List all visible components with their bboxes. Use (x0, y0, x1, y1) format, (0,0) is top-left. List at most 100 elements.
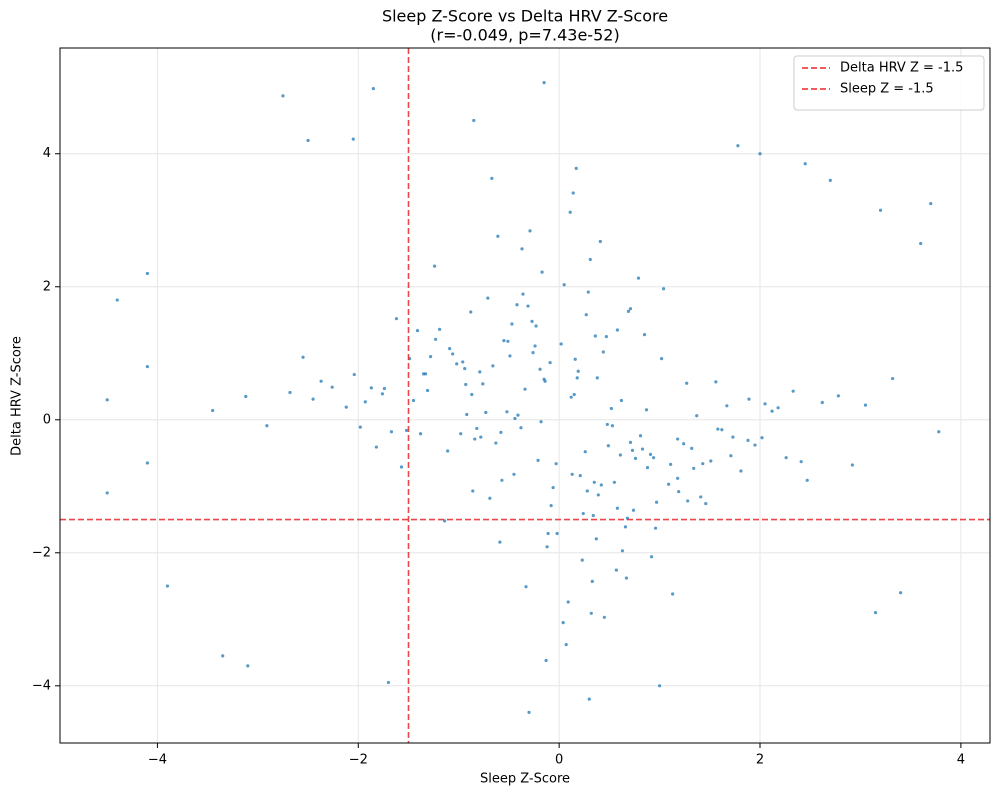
point (536, 458, 540, 462)
point (604, 335, 608, 339)
point (382, 386, 386, 391)
point (609, 406, 613, 411)
point (211, 408, 215, 413)
point (770, 409, 774, 413)
point (479, 435, 483, 439)
point (459, 432, 463, 436)
point (899, 591, 903, 595)
point (496, 234, 500, 238)
point (165, 584, 170, 588)
point (471, 489, 475, 493)
point (588, 257, 592, 262)
point (561, 621, 565, 625)
point (549, 503, 553, 508)
point (677, 490, 681, 494)
point (526, 304, 530, 308)
x-tick-label: −2 (349, 753, 368, 768)
point (564, 642, 568, 647)
point (828, 178, 832, 182)
point (590, 579, 594, 583)
point (538, 367, 542, 371)
point (628, 307, 633, 311)
point (344, 405, 348, 409)
legend-label: Delta HRV Z = -1.5 (840, 61, 963, 76)
point (145, 271, 149, 276)
legend-box (793, 55, 985, 111)
point (446, 449, 450, 453)
point (572, 392, 576, 397)
point (265, 424, 269, 428)
point (615, 506, 619, 510)
x-tick-label: 0 (555, 753, 563, 768)
point (562, 283, 566, 287)
point (473, 437, 477, 441)
point (692, 466, 696, 470)
point (731, 435, 735, 439)
point (411, 398, 416, 403)
point (591, 513, 595, 518)
point (575, 376, 579, 380)
point (606, 444, 610, 448)
point (628, 440, 633, 444)
point (791, 389, 795, 393)
point (478, 370, 482, 374)
point (539, 420, 543, 424)
point (415, 329, 420, 333)
point (570, 472, 574, 476)
point (351, 137, 355, 141)
point (451, 352, 455, 356)
point (105, 491, 109, 495)
point (469, 310, 473, 314)
point (374, 445, 378, 449)
point (595, 376, 599, 380)
point (369, 386, 373, 390)
y-axis-label: Delta HRV Z-Score (10, 336, 25, 456)
point (521, 292, 525, 296)
point (605, 422, 609, 427)
point (626, 309, 631, 313)
point (714, 380, 718, 384)
point (500, 478, 504, 482)
point (559, 342, 563, 346)
point (602, 615, 606, 619)
point (548, 360, 552, 365)
point (428, 354, 433, 359)
point (438, 327, 442, 331)
point (645, 466, 650, 470)
point (330, 385, 334, 389)
point (475, 426, 479, 431)
point (587, 697, 591, 701)
point (671, 592, 675, 596)
points (105, 80, 941, 715)
point (423, 372, 428, 376)
point (470, 392, 474, 397)
point (620, 549, 625, 553)
point (709, 459, 713, 463)
x-axis-label: Sleep Z-Score (480, 772, 570, 787)
point (352, 372, 356, 377)
point (498, 540, 502, 544)
point (145, 364, 149, 369)
point (669, 462, 673, 466)
point (578, 474, 582, 478)
point (520, 247, 524, 251)
point (701, 462, 705, 466)
point (699, 495, 703, 499)
point (568, 210, 572, 214)
point (484, 410, 488, 415)
point (472, 118, 476, 123)
point (610, 424, 614, 428)
point (784, 456, 788, 460)
point (586, 290, 590, 294)
point (434, 337, 438, 341)
point (654, 500, 659, 504)
point (863, 403, 868, 407)
point (515, 303, 519, 307)
point (739, 469, 743, 473)
point (534, 324, 538, 328)
point (516, 413, 520, 417)
point (506, 339, 510, 343)
point (589, 611, 593, 615)
